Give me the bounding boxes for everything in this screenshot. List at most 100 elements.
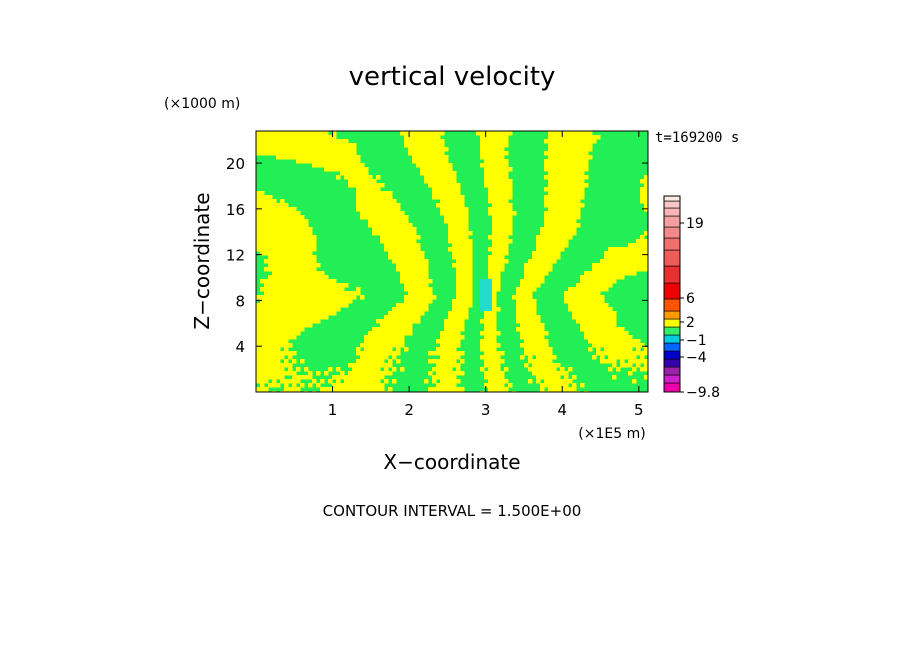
field-cell (304, 311, 309, 316)
field-cell (396, 255, 401, 260)
field-cell (428, 155, 433, 160)
field-cell (348, 143, 353, 148)
field-cell (320, 131, 325, 136)
field-cell (608, 327, 613, 332)
field-cell (392, 343, 397, 348)
field-cell (596, 343, 601, 348)
field-cell (504, 207, 509, 212)
field-cell (612, 327, 617, 332)
field-cell (544, 163, 549, 168)
field-cell (404, 135, 409, 140)
field-cell (616, 355, 621, 360)
field-cell (272, 199, 277, 204)
field-cell (264, 207, 269, 212)
field-cell (588, 303, 593, 308)
field-cell (312, 311, 317, 316)
field-cell (500, 203, 505, 208)
field-cell (296, 219, 301, 224)
field-cell (524, 327, 529, 332)
field-cell (384, 191, 389, 196)
field-cell (372, 195, 377, 200)
field-cell (424, 287, 429, 292)
field-cell (612, 319, 617, 324)
field-cell (452, 379, 457, 384)
field-cell (292, 235, 297, 240)
field-cell (416, 271, 421, 276)
field-cell (576, 315, 581, 320)
field-cell (360, 375, 365, 380)
field-cell (580, 315, 585, 320)
field-cell (432, 155, 437, 160)
field-cell (600, 271, 605, 276)
field-cell (288, 379, 293, 384)
field-cell (608, 259, 613, 264)
field-cell (572, 187, 577, 192)
field-cell (372, 231, 377, 236)
field-cell (428, 159, 433, 164)
field-cell (504, 387, 509, 392)
field-cell (284, 207, 289, 212)
field-cell (412, 267, 417, 272)
field-cell (396, 343, 401, 348)
field-cell (456, 199, 461, 204)
field-cell (552, 163, 557, 168)
field-cell (484, 163, 489, 168)
field-cell (592, 335, 597, 340)
field-cell (380, 223, 385, 228)
field-cell (324, 311, 329, 316)
field-cell (400, 263, 405, 268)
field-cell (276, 259, 281, 264)
field-cell (568, 219, 573, 224)
field-cell (428, 183, 433, 188)
field-cell (500, 163, 505, 168)
field-cell (268, 375, 273, 380)
field-cell (448, 247, 453, 252)
field-cell (304, 231, 309, 236)
field-cell (268, 239, 273, 244)
field-cell (296, 243, 301, 248)
field-cell (468, 263, 473, 268)
field-cell (572, 227, 577, 232)
field-cell (348, 299, 353, 304)
field-cell (264, 223, 269, 228)
field-cell (424, 279, 429, 284)
field-cell (644, 363, 648, 368)
field-cell (500, 179, 505, 184)
field-cell (532, 259, 537, 264)
field-cell (292, 231, 297, 236)
field-cell (612, 251, 617, 256)
field-cell (292, 283, 297, 288)
field-cell (292, 351, 297, 356)
field-cell (352, 171, 357, 176)
field-cell (500, 131, 505, 136)
field-cell (260, 203, 265, 208)
field-cell (300, 135, 305, 140)
field-cell (496, 383, 501, 388)
field-cell (436, 367, 441, 372)
field-cell (596, 315, 601, 320)
field-cell (408, 323, 413, 328)
field-cell (504, 239, 509, 244)
field-cell (556, 251, 561, 256)
field-cell (584, 335, 589, 340)
field-cell (488, 175, 493, 180)
field-cell (468, 247, 473, 252)
field-cell (284, 343, 289, 348)
field-cell (456, 323, 461, 328)
field-cell (548, 179, 553, 184)
field-cell (544, 219, 549, 224)
field-cell (548, 351, 553, 356)
field-cell (340, 159, 345, 164)
field-cell (464, 227, 469, 232)
x-tick-label: 1 (328, 401, 338, 419)
field-cell (340, 155, 345, 160)
field-cell (600, 263, 605, 268)
field-cell (508, 239, 513, 244)
field-cell (388, 215, 393, 220)
field-cell (588, 131, 593, 136)
field-cell (384, 323, 389, 328)
field-cell (504, 143, 509, 148)
field-cell (504, 199, 509, 204)
field-cell (276, 247, 281, 252)
field-cell (380, 203, 385, 208)
